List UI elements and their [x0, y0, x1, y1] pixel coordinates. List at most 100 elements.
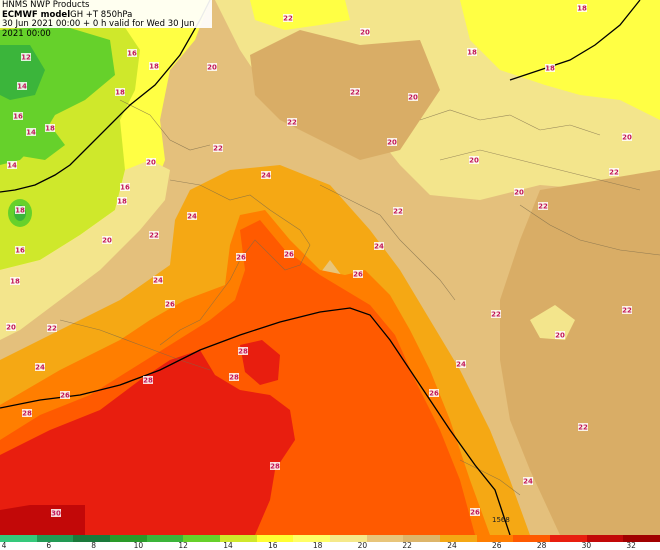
temperature-label-bg	[7, 161, 17, 169]
zone-22-east	[500, 170, 660, 535]
legend-swatch	[623, 535, 660, 542]
temperature-label-bg	[360, 28, 370, 36]
temperature-label-bg	[578, 423, 588, 431]
temperature-label-bg	[35, 363, 45, 371]
temperature-label-bg	[374, 242, 384, 250]
temperature-label-bg	[467, 48, 477, 56]
temperature-label: 22	[622, 307, 632, 315]
contour-line-ne	[509, 0, 641, 81]
legend-tick-label: 32	[626, 541, 636, 550]
temperature-label: 18	[577, 5, 587, 13]
legend-swatch	[440, 535, 477, 542]
legend-swatch	[183, 535, 221, 542]
temperature-label-bg	[622, 306, 632, 314]
temperature-label-bg	[270, 462, 280, 470]
legend-swatch	[403, 535, 441, 542]
temperature-label-bg	[393, 207, 403, 215]
temperature-label-bg	[10, 277, 20, 285]
temperature-label: 20	[555, 332, 565, 340]
color-legend: 4 6 8 10 12 14 16 18 20 22 24 26 28 30 32	[0, 535, 660, 550]
temperature-label: 18	[115, 89, 125, 97]
temperature-label: 28	[22, 410, 32, 418]
temperature-label-bg	[609, 168, 619, 176]
temperature-label-bg	[429, 389, 439, 397]
temperature-label: 28	[143, 377, 153, 385]
contour-line-534	[0, 307, 511, 535]
temperature-label-bg	[117, 197, 127, 205]
temperature-label-bg	[283, 14, 293, 22]
provider-title: HNMS NWP Products	[2, 0, 90, 10]
temperature-label: 22	[609, 169, 619, 177]
legend-tick-label: 4	[1, 541, 7, 550]
temperature-label-bg	[187, 212, 197, 220]
zone-18-north	[250, 0, 350, 30]
temperature-label: 16	[13, 113, 23, 121]
temperature-label: 14	[7, 162, 17, 170]
temperature-label: 28	[229, 374, 239, 382]
temperature-label: 24	[456, 361, 466, 369]
temperature-label: 22	[491, 311, 501, 319]
temperature-label-bg	[21, 53, 31, 61]
legend-color-bar	[0, 535, 660, 542]
temperature-label-bg	[143, 376, 153, 384]
temperature-label: 20	[146, 159, 156, 167]
temperature-label-bg	[26, 128, 36, 136]
temperature-label-bg	[456, 360, 466, 368]
temperature-label-bg	[555, 331, 565, 339]
temperature-label: 20	[6, 324, 16, 332]
temperature-label: 26	[284, 251, 294, 259]
legend-tick-label: 28	[536, 541, 547, 550]
temperature-label: 24	[374, 243, 384, 251]
temperature-label-bg	[408, 93, 418, 101]
coastlines	[59, 99, 660, 496]
temperature-label-bg	[165, 300, 175, 308]
temperature-label-bg	[545, 64, 555, 72]
temperature-label-bg	[236, 253, 246, 261]
model-name: ECMWF model	[2, 9, 71, 20]
temperature-label: 24	[153, 277, 163, 285]
temperature-label: 20	[207, 64, 217, 72]
temperature-label: 20	[387, 139, 397, 147]
temperature-label: 18	[10, 278, 20, 286]
legend-tick-label: 24	[447, 541, 457, 550]
legend-tick-label: 6	[46, 541, 52, 550]
legend-swatch	[550, 535, 587, 542]
temperature-label-bg	[149, 231, 159, 239]
legend-swatch	[220, 535, 257, 542]
temperature-label-bg	[538, 202, 548, 210]
temperature-label: 16	[127, 50, 137, 58]
legend-swatch	[513, 535, 551, 542]
contour-label: 1568	[492, 516, 510, 524]
temperature-label-bg	[622, 133, 632, 141]
temperature-label-bg	[115, 88, 125, 96]
temperature-labels: 22 20 18 18 18 20 22 20 22 22 20 20 20 20 24 22 20 22 22 24…	[6, 4, 632, 518]
temperature-label: 22	[287, 119, 297, 127]
temperature-label-bg	[13, 112, 23, 120]
temperature-label: 18	[149, 63, 159, 71]
legend-swatch	[476, 535, 514, 542]
temperature-label: 26	[429, 390, 439, 398]
field-name: GH +T 850hPa	[70, 9, 133, 20]
temperature-label-bg	[102, 236, 112, 244]
temperature-label: 26	[165, 301, 175, 309]
temperature-label-bg	[149, 62, 159, 70]
temperature-label: 20	[514, 189, 524, 197]
legend-swatch	[293, 535, 331, 542]
temperature-label-bg	[469, 156, 479, 164]
temperature-label-bg	[51, 509, 61, 517]
temperature-label-bg	[350, 88, 360, 96]
legend-tick-label: 8	[91, 541, 96, 550]
zone-30-blob	[240, 340, 280, 385]
temperature-label-bg	[127, 49, 137, 57]
temperature-label: 22	[149, 232, 159, 240]
temperature-label-bg	[353, 270, 363, 278]
temperature-label: 26	[353, 271, 363, 279]
valid-time: 30 Jun 2021 00:00 + 0 h valid for Wed 30…	[2, 19, 195, 39]
legend-tick-label: 14	[223, 541, 233, 550]
temperature-label-bg	[207, 63, 217, 71]
temperature-label: 28	[238, 348, 248, 356]
temperature-label: 20	[469, 157, 479, 165]
temperature-label: 22	[47, 325, 57, 333]
temperature-label: 18	[117, 198, 127, 206]
legend-swatch	[36, 535, 74, 542]
